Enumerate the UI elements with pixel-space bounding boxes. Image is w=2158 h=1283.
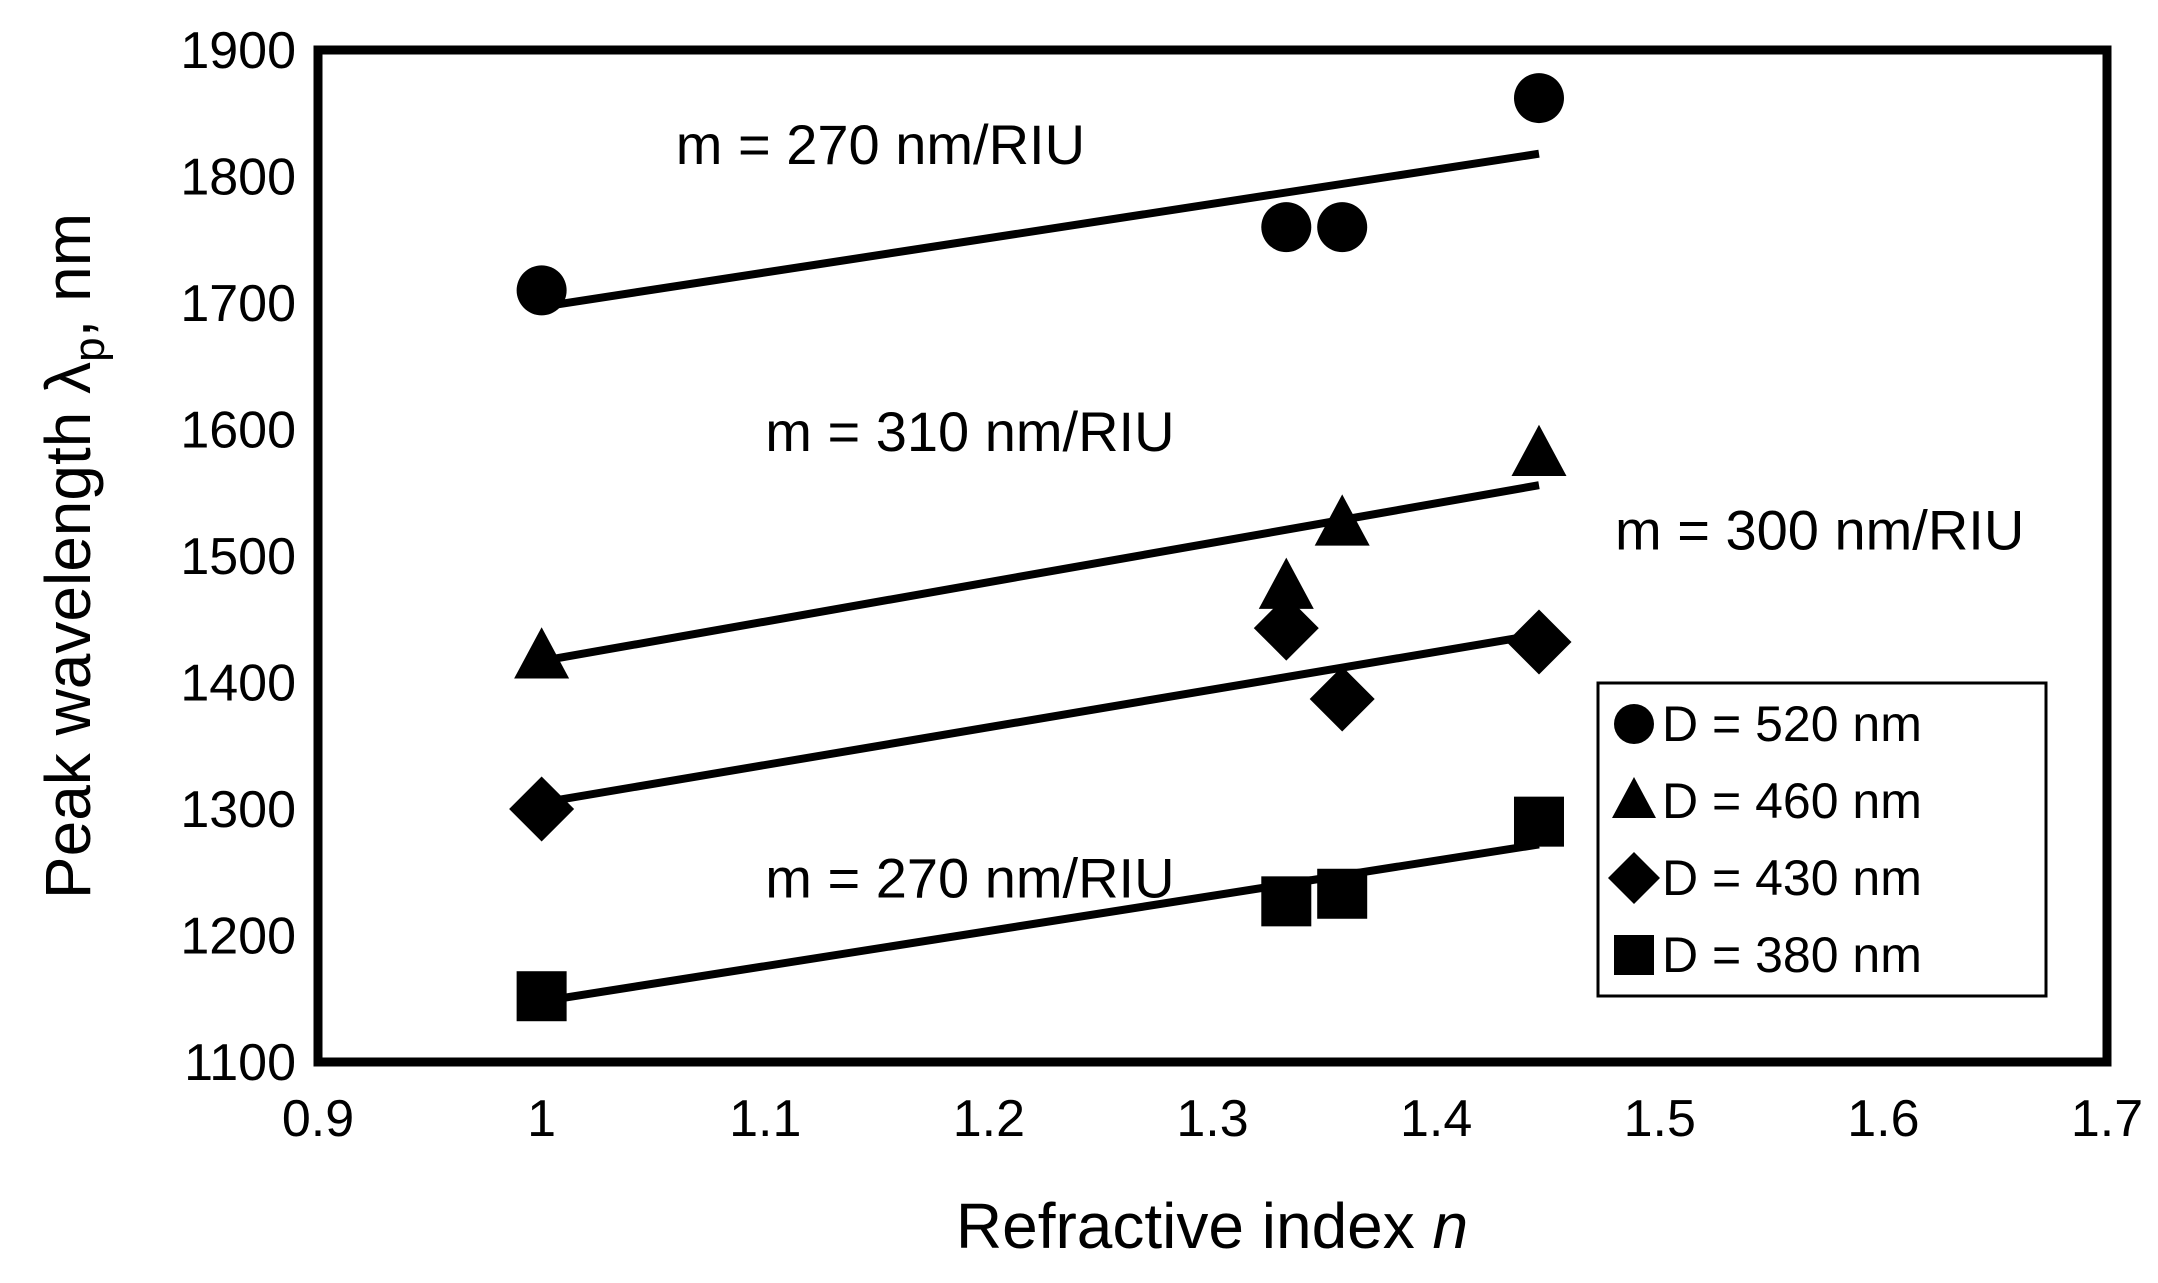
fit-line-d-380-nm [541,840,1540,1006]
y-tick-label: 1700 [180,275,296,333]
x-tick-label: 1.7 [2071,1090,2143,1148]
data-point-d-430-nm [1506,609,1572,675]
data-point-d-430-nm [1253,595,1319,661]
data-points [509,73,1572,1022]
y-tick-label: 1300 [180,781,296,839]
data-point-d-460-nm [1511,424,1567,477]
fit-lines [540,149,1540,1006]
data-point-d-460-nm [1258,557,1314,609]
fit-line-d-520-nm [541,149,1540,311]
y-tick-label: 1100 [184,1034,296,1092]
y-tick-label: 1500 [180,528,296,586]
x-tick-label: 1.2 [953,1090,1025,1148]
data-point-d-430-nm [509,776,575,842]
data-point-d-520-nm [1513,73,1564,124]
fit-line-d-460-nm [540,481,1540,665]
x-tick-label: 0.9 [282,1090,354,1148]
legend-box [1596,681,2048,998]
legend-label: D = 460 nm [1662,773,1922,829]
legend-marker-d-430-nm [1608,852,1660,904]
fit-line-d-430-nm [540,630,1540,807]
data-point-d-460-nm [514,627,570,679]
x-tick-label: 1.4 [1400,1090,1472,1148]
y-tick-label: 1400 [180,655,296,713]
slope-annotation: m = 300 nm/RIU [1615,499,2024,562]
y-tick-label: 1200 [180,908,296,966]
data-point-d-380-nm [1261,876,1312,927]
legend-marker-d-380-nm [1614,935,1654,975]
slope-annotation: m = 310 nm/RIU [765,400,1174,463]
x-tick-label: 1.1 [729,1090,801,1148]
legend-marker-d-460-nm [1612,777,1656,818]
data-point-d-520-nm [1261,202,1312,253]
x-tick-labels: 0.9 1 1.1 1.2 1.3 1.4 1.5 1.6 1.7 [282,1090,2143,1148]
y-tick-label: 1900 [180,22,296,80]
data-point-d-520-nm [1317,202,1368,253]
data-point-d-520-nm [516,265,567,316]
slope-annotation: m = 270 nm/RIU [676,113,1085,176]
data-point-d-380-nm [516,971,567,1022]
y-axis-unit: , nm [32,213,104,337]
x-axis-variable: n [1433,1190,1469,1262]
y-tick-label: 1600 [180,402,296,460]
slope-annotation: m = 270 nm/RIU [765,847,1174,910]
legend-label: D = 430 nm [1662,850,1922,906]
x-axis-title: Refractive index n [956,1190,1468,1262]
y-axis-title: Peak wavelength λp, nm [32,213,114,899]
legend: D = 520 nm D = 460 nm D = 430 nm D = 380 nm [1596,681,2048,998]
legend-label: D = 380 nm [1662,927,1922,983]
data-point-d-380-nm [1513,796,1564,847]
data-point-d-460-nm [1314,494,1370,546]
x-tick-label: 1.5 [1624,1090,1696,1148]
data-point-d-430-nm [1309,666,1375,732]
x-tick-label: 1.6 [1847,1090,1919,1148]
y-axis-subscript: p [65,337,114,361]
y-tick-label: 1800 [180,149,296,207]
slope-annotations: m = 270 nm/RIU m = 310 nm/RIU m = 300 nm/R… [676,113,2024,910]
data-point-d-380-nm [1317,868,1368,919]
x-tick-label: 1 [527,1090,556,1148]
x-tick-label: 1.3 [1176,1090,1248,1148]
y-tick-labels: 1100 1200 1300 1400 1500 1600 1700 1800 1900 [180,22,296,1092]
legend-label: D = 520 nm [1662,696,1922,752]
legend-marker-d-520-nm [1614,704,1654,744]
